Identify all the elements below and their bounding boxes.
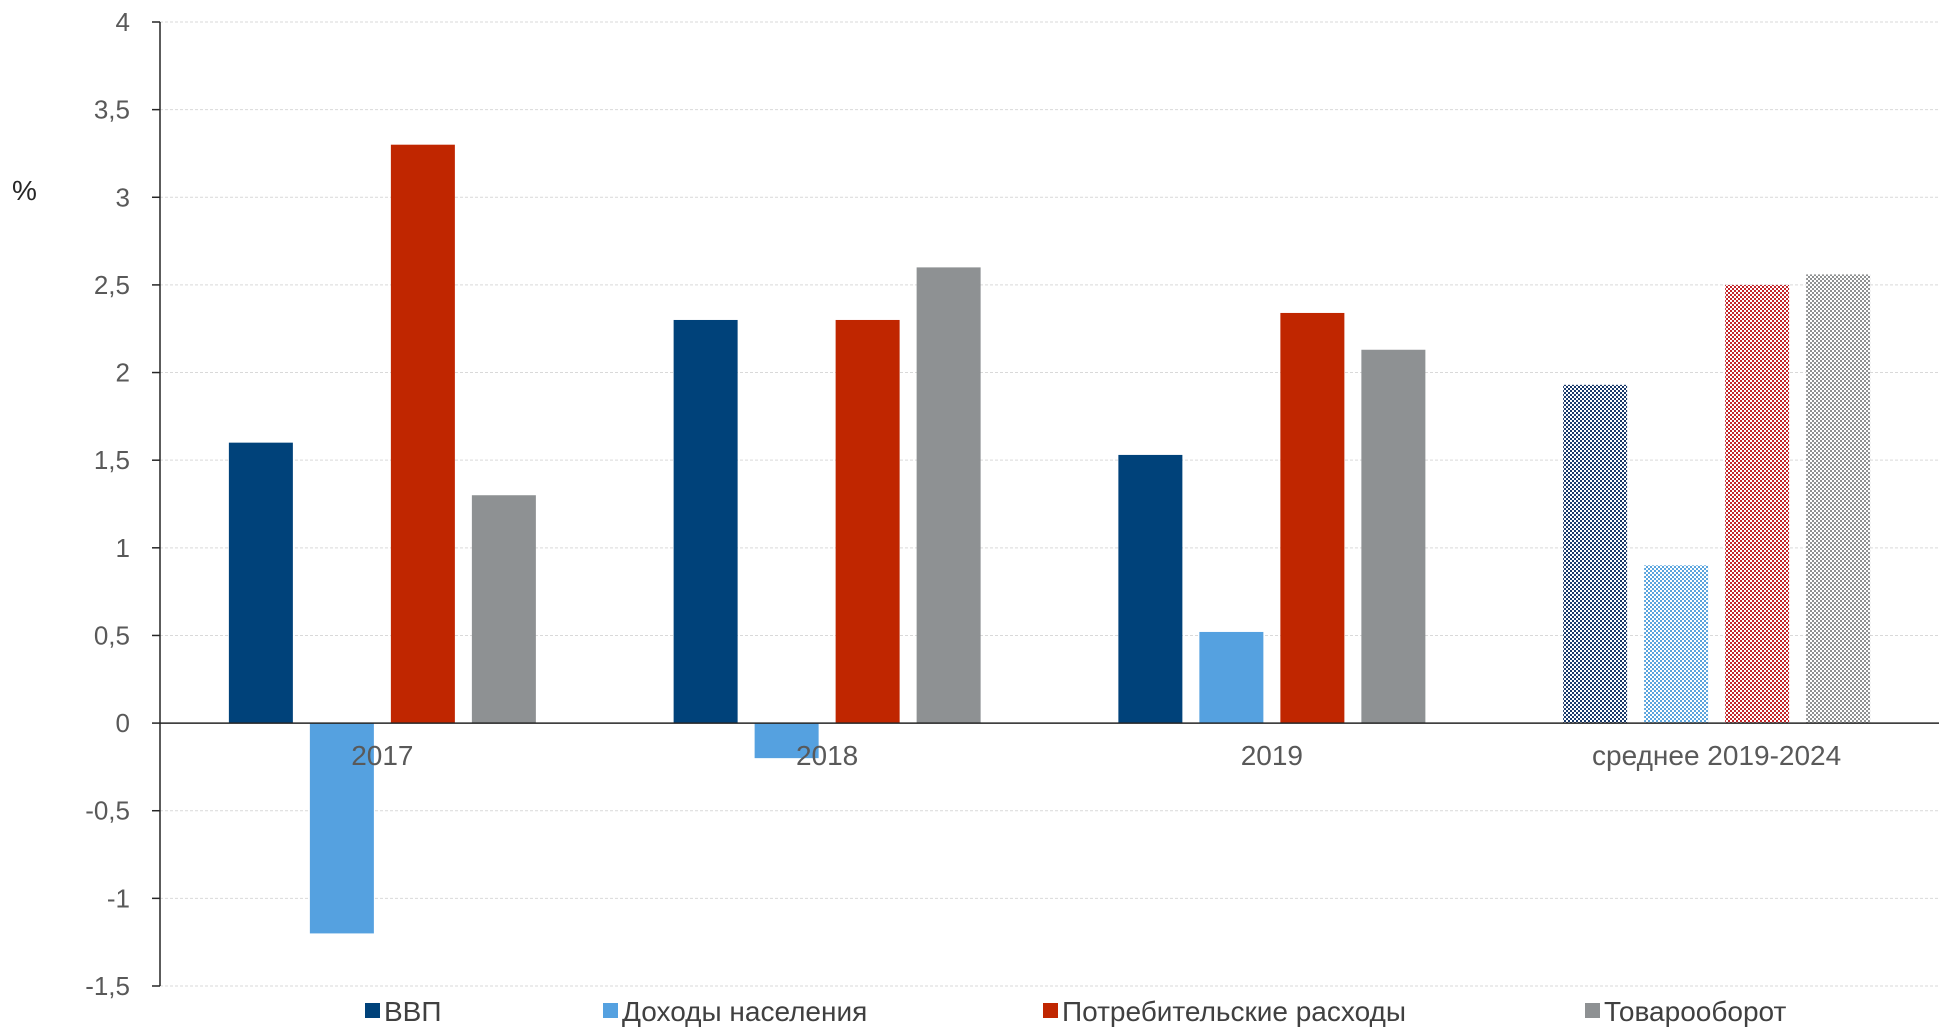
legend-item: Товарооборот <box>1585 996 1786 1027</box>
bar <box>1118 454 1183 724</box>
legend-item: ВВП <box>365 996 441 1027</box>
bar <box>390 144 455 724</box>
bar <box>1280 312 1345 724</box>
y-tick-label: -1 <box>107 883 130 913</box>
y-tick-label: 0 <box>116 708 130 738</box>
bar <box>471 495 536 724</box>
legend-swatch <box>365 1003 380 1018</box>
bar <box>1806 274 1871 724</box>
x-category-label: 2019 <box>1241 740 1303 771</box>
bar <box>754 723 819 759</box>
bar <box>1725 284 1790 724</box>
legend-item: Доходы населения <box>603 996 867 1027</box>
bar <box>916 267 981 724</box>
x-category-label: среднее 2019-2024 <box>1592 740 1841 771</box>
legend-item: Потребительские расходы <box>1043 996 1406 1027</box>
bar <box>1199 631 1264 724</box>
bar <box>1563 384 1628 724</box>
bars <box>228 144 1871 934</box>
legend-label: ВВП <box>384 996 441 1027</box>
y-tick-label: 3,5 <box>94 95 130 125</box>
y-tick-label: 3 <box>116 182 130 212</box>
y-tick-label: 2 <box>116 358 130 388</box>
bar <box>835 319 900 724</box>
y-tick-label: -1,5 <box>85 971 130 1001</box>
legend: ВВП Доходы населения Потребительские расхо… <box>365 996 1786 1027</box>
legend-label: Потребительские расходы <box>1062 996 1406 1027</box>
bar <box>228 442 293 724</box>
y-tick-label: -0,5 <box>85 796 130 826</box>
legend-swatch <box>1043 1003 1058 1018</box>
legend-swatch <box>1585 1003 1600 1018</box>
x-category-label: 2017 <box>351 740 413 771</box>
bar <box>1644 565 1709 724</box>
x-category-label: 2018 <box>796 740 858 771</box>
legend-swatch <box>603 1003 618 1018</box>
y-tick-label: 2,5 <box>94 270 130 300</box>
y-tick-label: 0,5 <box>94 620 130 650</box>
legend-label: Товарооборот <box>1604 996 1786 1027</box>
bar <box>673 319 738 724</box>
bar <box>1361 349 1426 724</box>
axis-labels: 4 3,5 3 2,5 2 1,5 1 0,5 0 -0,5 -1 -1,5 2017 2018 2019 с… <box>85 7 1841 1001</box>
legend-label: Доходы населения <box>622 996 867 1027</box>
y-axis-unit-label: % <box>12 175 37 206</box>
axes <box>152 21 1939 987</box>
y-tick-label: 1 <box>116 533 130 563</box>
y-tick-label: 4 <box>116 7 130 37</box>
y-tick-label: 1,5 <box>94 445 130 475</box>
bar <box>309 723 374 934</box>
